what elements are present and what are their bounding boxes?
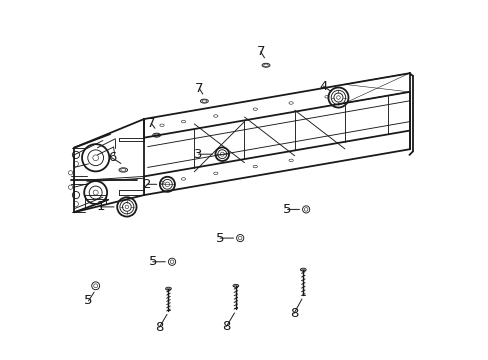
Text: 6: 6 [107, 151, 116, 164]
Text: 5: 5 [84, 294, 93, 307]
Text: 5: 5 [283, 203, 291, 216]
Text: 2: 2 [142, 178, 151, 191]
Text: 1: 1 [96, 201, 104, 213]
Text: 5: 5 [215, 231, 224, 244]
Text: 7: 7 [147, 117, 155, 130]
Text: 8: 8 [222, 320, 230, 333]
Text: 3: 3 [194, 148, 203, 161]
Text: 5: 5 [148, 255, 157, 268]
Text: 7: 7 [256, 45, 264, 58]
Text: 8: 8 [289, 307, 298, 320]
Text: 8: 8 [155, 320, 163, 333]
Text: 7: 7 [195, 82, 203, 95]
Text: 4: 4 [319, 80, 327, 93]
